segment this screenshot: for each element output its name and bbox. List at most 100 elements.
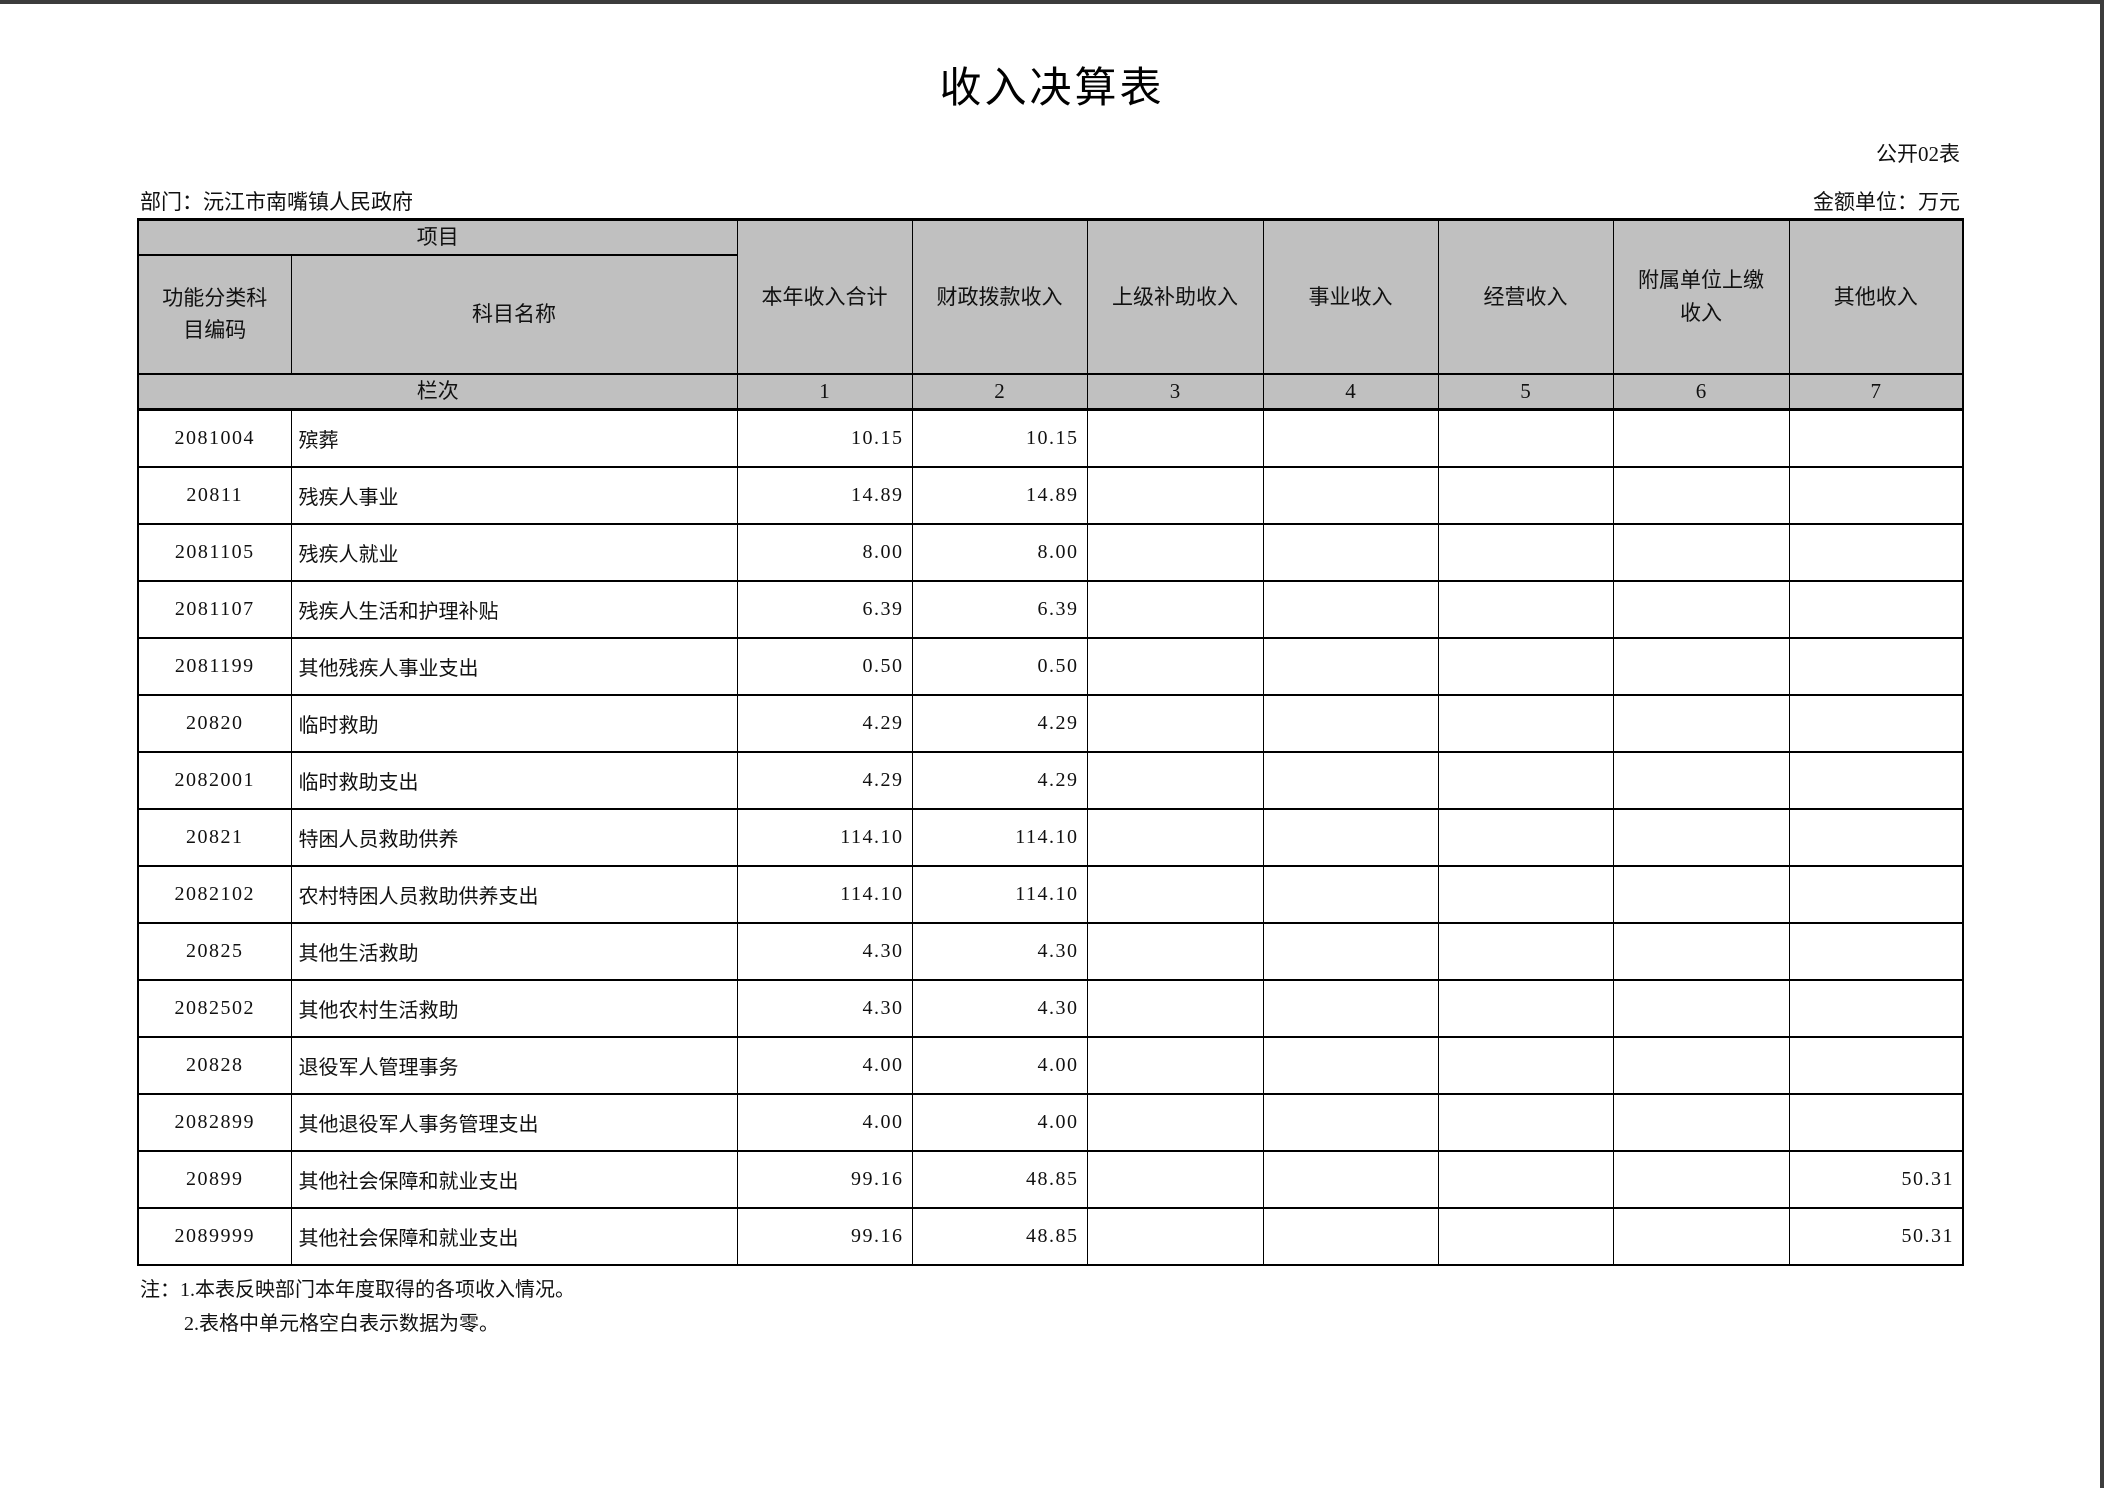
header-col-superior-subsidy: 上级补助收入 [1086, 218, 1264, 375]
row-value-cell [1262, 465, 1439, 525]
row-value-cell [1086, 522, 1264, 582]
row-value-cell: 4.29 [736, 693, 913, 753]
row-code-cell: 2082001 [137, 750, 292, 810]
header-col-number-5: 5 [1437, 372, 1614, 412]
row-value-cell [1437, 408, 1614, 468]
header-row-project: 项目 本年收入合计 财政拨款收入 上级补助收入 事业收入 经营收入 附属单位上缴… [137, 218, 1964, 375]
page-border-top [0, 0, 2104, 4]
row-value-cell [1612, 693, 1790, 753]
row-value-cell [1262, 636, 1439, 696]
table-row: 20825 其他生活救助 4.30 4.30 [137, 921, 1964, 981]
row-name-cell: 农村特困人员救助供养支出 [290, 864, 738, 924]
header-col-other-income: 其他收入 [1788, 218, 1964, 375]
row-value-cell: 4.00 [911, 1035, 1088, 1095]
row-value-cell [1262, 579, 1439, 639]
row-value-cell [1086, 636, 1264, 696]
footnote-1: 注：1.本表反映部门本年度取得的各项收入情况。 [140, 1279, 575, 1301]
header-col-business-income: 经营收入 [1437, 218, 1614, 375]
row-code-cell: 2081105 [137, 522, 292, 582]
row-value-cell [1437, 1206, 1614, 1266]
row-code-cell: 20825 [137, 921, 292, 981]
header-col-number-1: 1 [736, 372, 913, 412]
table-row: 2081105 残疾人就业 8.00 8.00 [137, 522, 1964, 582]
row-value-cell [1262, 408, 1439, 468]
row-value-cell [1788, 750, 1964, 810]
row-value-cell [1437, 864, 1614, 924]
header-col-number-2: 2 [911, 372, 1088, 412]
row-value-cell: 0.50 [736, 636, 913, 696]
row-value-cell [1086, 1149, 1264, 1209]
row-value-cell [1086, 1206, 1264, 1266]
row-value-cell [1437, 636, 1614, 696]
table-row: 2082102 农村特困人员救助供养支出 114.10 114.10 [137, 864, 1964, 924]
row-value-cell [1437, 693, 1614, 753]
row-value-cell [1612, 465, 1790, 525]
row-name-cell: 临时救助 [290, 693, 738, 753]
row-value-cell: 10.15 [911, 408, 1088, 468]
header-col-number-7: 7 [1788, 372, 1964, 412]
row-value-cell: 8.00 [736, 522, 913, 582]
row-value-cell: 14.89 [911, 465, 1088, 525]
table-row: 2081199 其他残疾人事业支出 0.50 0.50 [137, 636, 1964, 696]
row-value-cell [1262, 522, 1439, 582]
row-value-cell [1086, 1092, 1264, 1152]
row-value-cell: 4.30 [736, 921, 913, 981]
table-body: 2081004 殡葬 10.15 10.15 20811 残疾人事业 14.89 14.89 2… [137, 408, 1964, 1266]
table-row: 20899 其他社会保障和就业支出 99.16 48.85 50.31 [137, 1149, 1964, 1209]
row-name-cell: 其他社会保障和就业支出 [290, 1149, 738, 1209]
row-name-cell: 特困人员救助供养 [290, 807, 738, 867]
row-value-cell [1437, 921, 1614, 981]
row-value-cell: 4.30 [736, 978, 913, 1038]
row-value-cell [1612, 408, 1790, 468]
row-value-cell [1086, 864, 1264, 924]
header-row-rank: 栏次 1 2 3 4 5 6 7 [137, 372, 1964, 412]
row-value-cell [1437, 522, 1614, 582]
row-value-cell [1086, 408, 1264, 468]
table-header: 项目 本年收入合计 财政拨款收入 上级补助收入 事业收入 经营收入 附属单位上缴… [137, 218, 1964, 412]
row-value-cell [1612, 921, 1790, 981]
row-value-cell: 114.10 [736, 807, 913, 867]
row-value-cell: 114.10 [911, 864, 1088, 924]
row-value-cell [1437, 1149, 1614, 1209]
row-value-cell: 4.30 [911, 921, 1088, 981]
row-value-cell [1262, 864, 1439, 924]
row-value-cell: 4.29 [736, 750, 913, 810]
row-value-cell [1612, 636, 1790, 696]
row-value-cell [1612, 864, 1790, 924]
table-row: 2081107 残疾人生活和护理补贴 6.39 6.39 [137, 579, 1964, 639]
row-name-cell: 退役军人管理事务 [290, 1035, 738, 1095]
row-name-cell: 其他社会保障和就业支出 [290, 1206, 738, 1266]
row-code-cell: 2081004 [137, 408, 292, 468]
row-name-cell: 其他退役军人事务管理支出 [290, 1092, 738, 1152]
row-value-cell [1262, 750, 1439, 810]
row-value-cell: 50.31 [1788, 1149, 1964, 1209]
row-value-cell [1788, 1092, 1964, 1152]
row-value-cell [1086, 921, 1264, 981]
row-name-cell: 残疾人事业 [290, 465, 738, 525]
row-value-cell [1262, 1149, 1439, 1209]
table-row: 2082899 其他退役军人事务管理支出 4.00 4.00 [137, 1092, 1964, 1152]
row-code-cell: 20828 [137, 1035, 292, 1095]
table-row: 2082502 其他农村生活救助 4.30 4.30 [137, 978, 1964, 1038]
row-value-cell [1612, 807, 1790, 867]
header-rank: 栏次 [137, 372, 738, 412]
table-row: 2081004 殡葬 10.15 10.15 [137, 408, 1964, 468]
header-col-number-3: 3 [1086, 372, 1264, 412]
row-value-cell: 10.15 [736, 408, 913, 468]
table-row: 20821 特困人员救助供养 114.10 114.10 [137, 807, 1964, 867]
row-value-cell: 48.85 [911, 1149, 1088, 1209]
row-code-cell: 20821 [137, 807, 292, 867]
row-value-cell: 48.85 [911, 1206, 1088, 1266]
row-code-cell: 20899 [137, 1149, 292, 1209]
row-value-cell [1086, 1035, 1264, 1095]
row-value-cell [1788, 579, 1964, 639]
header-col-fiscal-appropriation: 财政拨款收入 [911, 218, 1088, 375]
department-label: 部门：沅江市南嘴镇人民政府 [140, 190, 413, 214]
table-code-label: 公开02表 [1876, 142, 1960, 166]
row-code-cell: 2082899 [137, 1092, 292, 1152]
row-value-cell [1437, 465, 1614, 525]
row-value-cell: 99.16 [736, 1149, 913, 1209]
row-value-cell [1262, 978, 1439, 1038]
row-name-cell: 殡葬 [290, 408, 738, 468]
row-value-cell: 6.39 [736, 579, 913, 639]
